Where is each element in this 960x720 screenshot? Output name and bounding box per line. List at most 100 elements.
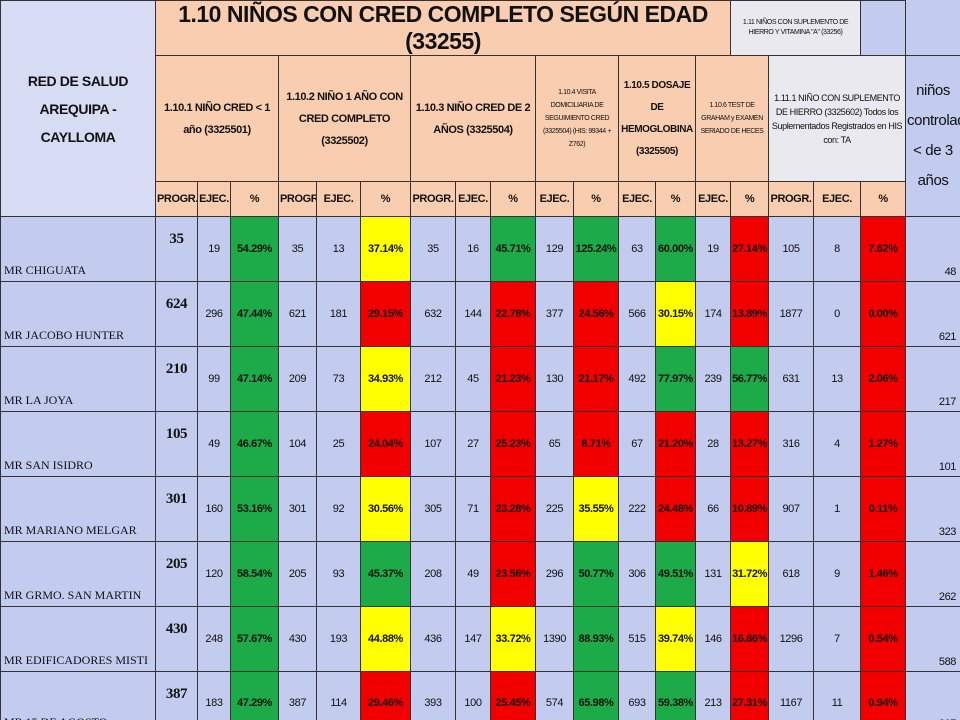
subheader: PROGR. [155, 181, 198, 217]
cell: 44.88% [360, 606, 411, 672]
cell: 7 [813, 606, 862, 672]
cell: 632 [410, 281, 456, 347]
cell: 35.55% [573, 476, 619, 542]
row: MR EDIFICADORES MISTI 430 248 57.67% 430 193 4… [0, 606, 960, 672]
cell: 19 [197, 216, 231, 282]
cell: 54.29% [230, 216, 279, 282]
cell: 99 [197, 346, 231, 412]
total: 262 [905, 541, 960, 607]
cell: 8.71% [573, 411, 619, 477]
total: 101 [905, 411, 960, 477]
cell: 0.94% [860, 671, 907, 720]
cell: 160 [197, 476, 231, 542]
cell: 77.97% [655, 346, 696, 412]
cell: 13 [813, 346, 862, 412]
cell: 104 [278, 411, 317, 477]
cell: 306 [618, 541, 656, 607]
cell: 393 [410, 671, 456, 720]
cell: 515 [618, 606, 656, 672]
cell: 34.93% [360, 346, 411, 412]
cell: 35 [155, 216, 198, 282]
cell: 105 [155, 411, 198, 477]
cell: 566 [618, 281, 656, 347]
subheader: PROGR. [278, 181, 317, 217]
row: MR MARIANO MELGAR 301 160 53.16% 301 92 30.56%… [0, 476, 960, 542]
cell: 88.93% [573, 606, 619, 672]
cell: 147 [455, 606, 491, 672]
cell: 436 [410, 606, 456, 672]
cell: 49 [197, 411, 231, 477]
row: MR 15 DE AGOSTO38718347.29%38711429.46%3… [0, 671, 960, 720]
cell: 621 [278, 281, 317, 347]
row-name: MR GRMO. SAN MARTIN [0, 541, 156, 607]
cell: 37.14% [360, 216, 411, 282]
cell: 31.72% [730, 541, 770, 607]
cell: 174 [694, 281, 732, 347]
cell: 29.46% [360, 671, 411, 720]
cell: 24.56% [573, 281, 619, 347]
cell: 144 [455, 281, 491, 347]
cell: 4 [813, 411, 862, 477]
cell: 430 [278, 606, 317, 672]
cell: 11 [813, 671, 862, 720]
cell: 57.67% [230, 606, 279, 672]
cell: 7.62% [860, 216, 907, 282]
cell: 9 [813, 541, 862, 607]
cell: 39.74% [655, 606, 696, 672]
cell: 21.23% [490, 346, 536, 412]
cell: 618 [768, 541, 815, 607]
cell: 56.77% [730, 346, 770, 412]
cell: 47.14% [230, 346, 279, 412]
cell: 30.15% [655, 281, 696, 347]
row: RED DE SALUD AREQUIPA - CAYLLOMA 1.10 NIÑ… [0, 0, 960, 217]
cell: 92 [316, 476, 361, 542]
cell: 53.16% [230, 476, 279, 542]
row: MR CHIGUATA 35 19 54.29% 35 13 37.14% 35 16 45.71… [0, 216, 960, 282]
cell: 8 [813, 216, 862, 282]
cell: 0.00% [860, 281, 907, 347]
cell: 301 [278, 476, 317, 542]
cell: 47.29% [230, 671, 279, 720]
cell: 59.38% [655, 671, 696, 720]
cell: 1.27% [860, 411, 907, 477]
cell: 35 [278, 216, 317, 282]
network-header: RED DE SALUD AREQUIPA - CAYLLOMA [0, 0, 156, 217]
row-name: MR LA JOYA [0, 346, 156, 412]
row-name: MR MARIANO MELGAR [0, 476, 156, 542]
subheader: % [490, 181, 536, 217]
subheader: PROGR. [768, 181, 815, 217]
cell: 27.14% [730, 216, 770, 282]
cell: 24.04% [360, 411, 411, 477]
cell: 0.54% [860, 606, 907, 672]
cell: 67 [618, 411, 656, 477]
table-title: 1.10 NIÑOS CON CRED COMPLETO SEGÚN EDAD … [154, 0, 732, 56]
cell: 13 [316, 216, 361, 282]
cell: 45 [455, 346, 491, 412]
cell: 131 [694, 541, 732, 607]
total: 397 [905, 671, 960, 720]
cell: 301 [155, 476, 198, 542]
cell: 210 [155, 346, 198, 412]
cell: 120 [197, 541, 231, 607]
cell: 205 [278, 541, 317, 607]
cell: 130 [535, 346, 574, 412]
cell: 387 [278, 671, 317, 720]
row: MR JACOBO HUNTER 624 296 47.44% 621 181 29.15%… [0, 281, 960, 347]
row-name: MR SAN ISIDRO [0, 411, 156, 477]
cell: 0.11% [860, 476, 907, 542]
cell: 65 [535, 411, 574, 477]
cell: 205 [155, 541, 198, 607]
cell: 65.98% [573, 671, 619, 720]
subheader: EJEC. [455, 181, 491, 217]
cell: 60.00% [655, 216, 696, 282]
blank [860, 0, 907, 56]
cell: 125.24% [573, 216, 619, 282]
cell: 624 [155, 281, 198, 347]
cell: 13.89% [730, 281, 770, 347]
cell: 212 [410, 346, 456, 412]
cell: 1 [813, 476, 862, 542]
cell: 33.72% [490, 606, 536, 672]
row: MR LA JOYA 210 99 47.14% 209 73 34.93% 212 45 21.… [0, 346, 960, 412]
cell: 430 [155, 606, 198, 672]
